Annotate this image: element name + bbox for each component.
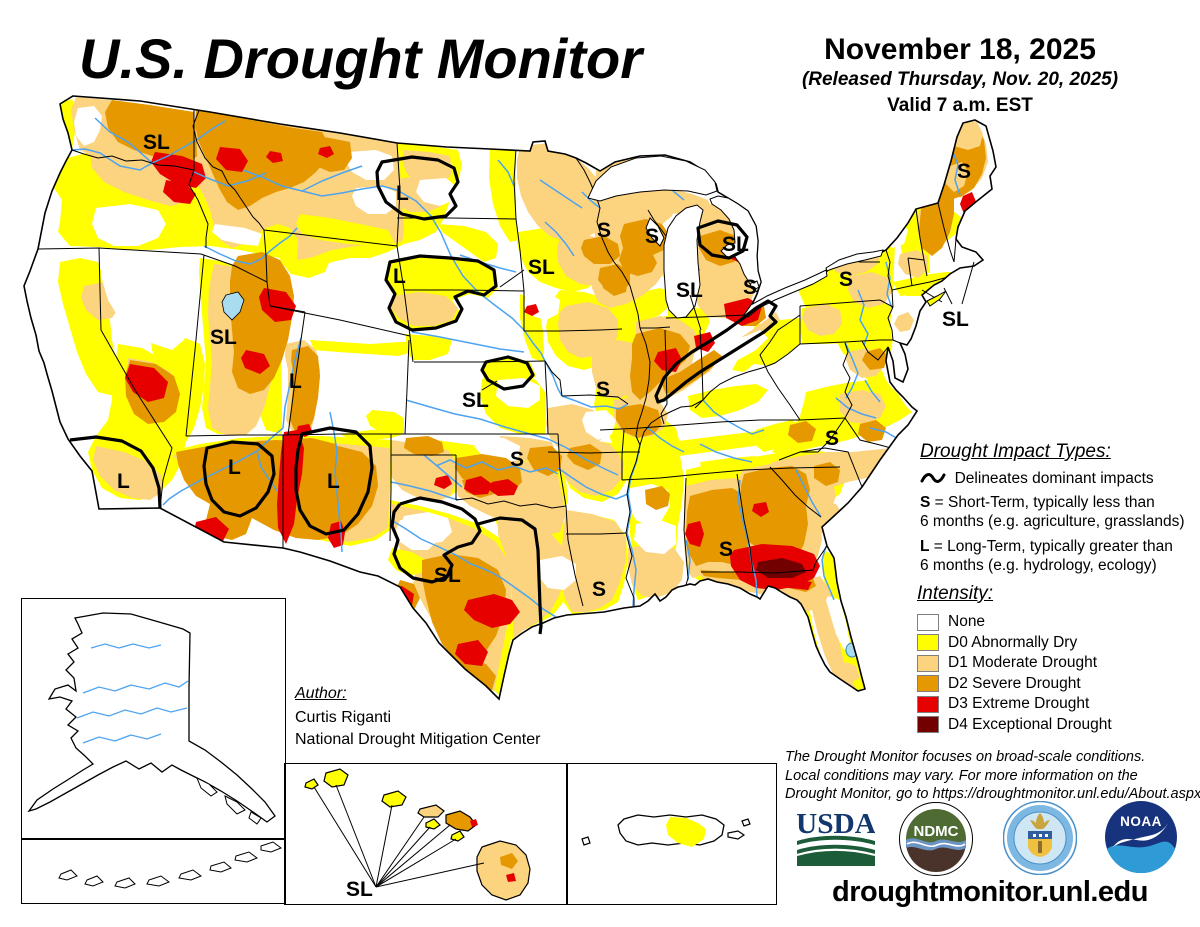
svg-text:USDA: USDA (797, 808, 875, 840)
svg-text:S: S (957, 160, 971, 183)
svg-text:L: L (327, 470, 340, 493)
svg-text:SL: SL (528, 256, 555, 279)
svg-text:SL: SL (346, 878, 373, 901)
svg-text:S: S (645, 225, 659, 248)
svg-text:NOAA: NOAA (1120, 814, 1162, 829)
svg-text:L: L (228, 456, 241, 479)
svg-text:S: S (592, 578, 606, 601)
svg-text:L: L (393, 265, 406, 288)
svg-text:S: S (510, 448, 524, 471)
svg-text:SL: SL (434, 564, 461, 587)
svg-text:SL: SL (942, 308, 969, 331)
svg-text:SL: SL (143, 131, 170, 154)
svg-text:SL: SL (722, 233, 749, 256)
svg-text:S: S (839, 268, 853, 291)
svg-text:S: S (596, 378, 610, 401)
svg-text:NDMC: NDMC (914, 823, 959, 840)
svg-text:S: S (743, 276, 757, 299)
svg-text:L: L (396, 182, 409, 205)
svg-text:S: S (825, 427, 839, 450)
svg-text:L: L (117, 470, 130, 493)
svg-text:SL: SL (210, 326, 237, 349)
svg-text:L: L (289, 370, 302, 393)
svg-text:SL: SL (676, 279, 703, 302)
svg-text:SL: SL (462, 389, 489, 412)
svg-text:S: S (719, 538, 733, 561)
svg-text:S: S (597, 219, 611, 242)
